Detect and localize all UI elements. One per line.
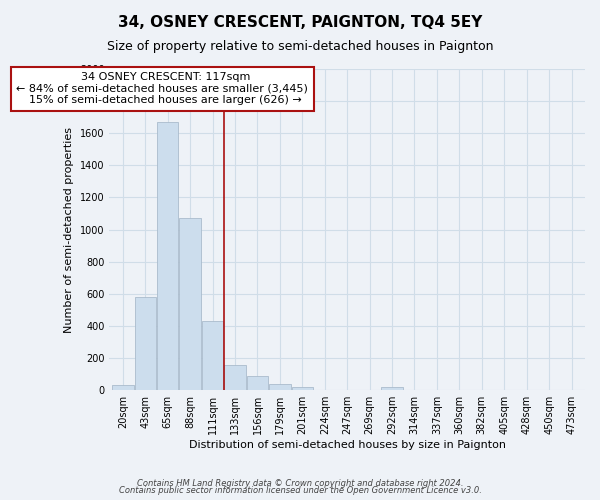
Bar xyxy=(224,364,245,390)
Bar xyxy=(112,386,134,390)
Bar xyxy=(382,387,403,390)
Bar xyxy=(292,387,313,390)
Bar xyxy=(202,321,223,390)
Bar xyxy=(157,122,178,390)
Text: Contains HM Land Registry data © Crown copyright and database right 2024.: Contains HM Land Registry data © Crown c… xyxy=(137,478,463,488)
Text: 34, OSNEY CRESCENT, PAIGNTON, TQ4 5EY: 34, OSNEY CRESCENT, PAIGNTON, TQ4 5EY xyxy=(118,15,482,30)
Bar xyxy=(134,297,156,390)
Bar xyxy=(247,376,268,390)
Y-axis label: Number of semi-detached properties: Number of semi-detached properties xyxy=(64,126,74,332)
Text: Size of property relative to semi-detached houses in Paignton: Size of property relative to semi-detach… xyxy=(107,40,493,53)
Bar xyxy=(179,218,201,390)
X-axis label: Distribution of semi-detached houses by size in Paignton: Distribution of semi-detached houses by … xyxy=(188,440,506,450)
Bar xyxy=(269,384,290,390)
Text: 34 OSNEY CRESCENT: 117sqm
← 84% of semi-detached houses are smaller (3,445)
  15: 34 OSNEY CRESCENT: 117sqm ← 84% of semi-… xyxy=(16,72,308,106)
Text: Contains public sector information licensed under the Open Government Licence v3: Contains public sector information licen… xyxy=(119,486,481,495)
